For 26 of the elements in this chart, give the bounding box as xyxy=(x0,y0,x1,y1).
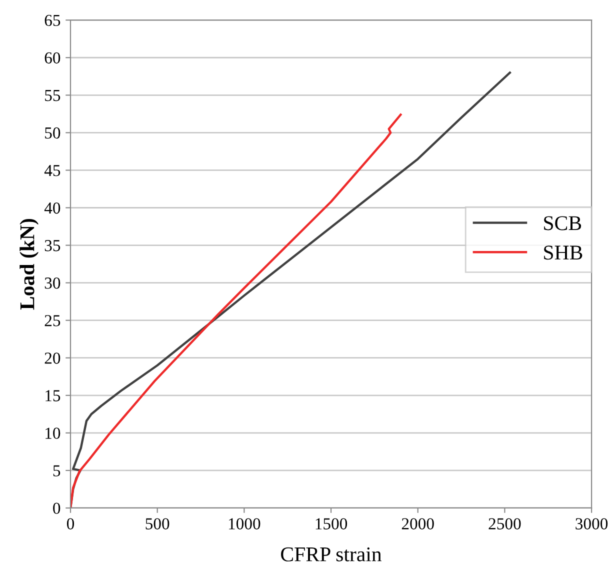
line-series xyxy=(70,114,402,508)
x-tick-label: 2000 xyxy=(402,518,434,530)
legend-label: SCB xyxy=(544,216,582,230)
y-tick-label: 30 xyxy=(44,278,60,289)
x-tick-label: 3000 xyxy=(576,518,608,530)
y-axis-title: Load (kN) xyxy=(20,218,39,310)
legend-label: SHB xyxy=(544,246,582,260)
y-tick-label: 0 xyxy=(53,502,60,514)
x-axis-title: CFRP strain xyxy=(281,547,382,562)
x-tick-label: 1500 xyxy=(316,518,348,530)
y-tick-label: 10 xyxy=(46,428,60,439)
y-tick-label: 55 xyxy=(45,90,60,102)
x-tick-label: 0 xyxy=(66,518,74,530)
x-tick-label: 1000 xyxy=(228,518,260,530)
y-tick-label: 25 xyxy=(44,315,60,326)
y-tick-label: 5 xyxy=(53,465,60,476)
y-tick-label: 65 xyxy=(44,14,60,26)
x-tick-label: 2500 xyxy=(488,518,521,530)
y-tick-label: 40 xyxy=(44,202,60,214)
y-tick-label: 50 xyxy=(45,127,60,139)
y-tick-label: 35 xyxy=(44,240,60,252)
y-tick-label: 15 xyxy=(46,390,60,402)
y-tick-label: 45 xyxy=(44,165,60,176)
x-tick-label: 500 xyxy=(146,518,170,530)
y-tick-label: 20 xyxy=(44,352,60,364)
y-tick-label: 60 xyxy=(44,52,60,64)
